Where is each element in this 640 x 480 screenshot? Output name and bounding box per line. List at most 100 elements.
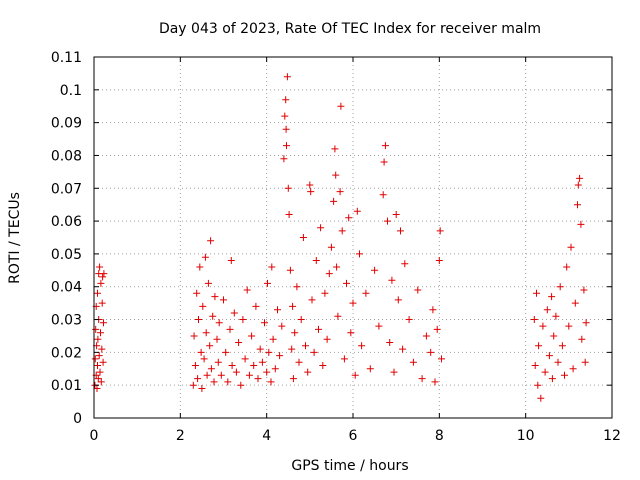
- data-point: [213, 335, 221, 343]
- data-point: [307, 188, 315, 196]
- data-point: [264, 279, 271, 287]
- data-point: [283, 73, 291, 81]
- data-point: [397, 227, 404, 235]
- data-point: [95, 352, 103, 360]
- data-point: [306, 181, 314, 189]
- data-point: [340, 355, 348, 363]
- data-point: [571, 299, 579, 307]
- data-point: [282, 96, 290, 104]
- data-point: [241, 355, 249, 363]
- y-tick-label: 0.08: [51, 148, 82, 164]
- data-point: [276, 352, 284, 360]
- data-point: [325, 270, 333, 278]
- data-point: [574, 201, 581, 209]
- data-point: [323, 335, 331, 343]
- data-point: [94, 335, 102, 343]
- data-point: [548, 375, 556, 383]
- x-tick-label: 2: [176, 428, 185, 444]
- data-points: [91, 73, 590, 402]
- data-point: [94, 362, 101, 369]
- data-point: [533, 289, 540, 297]
- data-point: [201, 253, 209, 261]
- data-point: [239, 316, 247, 323]
- data-point: [297, 316, 305, 323]
- data-point: [299, 234, 307, 241]
- data-point: [97, 279, 105, 287]
- data-point: [263, 368, 271, 376]
- data-point: [409, 358, 417, 366]
- data-point: [217, 371, 225, 379]
- data-point: [581, 358, 589, 366]
- y-tick-label: 0.05: [51, 247, 82, 263]
- data-point: [545, 352, 553, 360]
- data-point: [274, 306, 281, 314]
- y-tick-label: 0.07: [51, 181, 82, 197]
- data-point: [429, 306, 437, 314]
- x-tick-label: 6: [349, 428, 358, 444]
- data-point: [332, 171, 340, 179]
- y-tick-label: 0.03: [51, 313, 82, 329]
- data-point: [92, 325, 100, 333]
- data-point: [422, 332, 430, 340]
- data-point: [283, 142, 290, 150]
- grid-lines: [94, 57, 612, 418]
- data-point: [561, 371, 568, 379]
- data-point: [193, 289, 201, 297]
- data-point: [271, 365, 279, 373]
- data-point: [282, 125, 290, 133]
- data-point: [554, 358, 562, 366]
- data-point: [353, 207, 361, 215]
- data-point: [548, 293, 556, 301]
- data-point: [558, 342, 566, 350]
- data-point: [569, 365, 577, 373]
- data-point: [214, 358, 222, 366]
- data-point: [539, 322, 547, 330]
- y-tick-label: 0.01: [51, 378, 82, 394]
- data-point: [209, 312, 217, 320]
- data-point: [248, 332, 256, 340]
- data-point: [243, 286, 251, 294]
- data-point: [331, 145, 339, 153]
- data-point: [358, 342, 366, 350]
- data-point: [304, 368, 312, 376]
- data-point: [405, 316, 413, 323]
- data-point: [289, 375, 297, 383]
- data-point: [100, 319, 107, 327]
- chart-title: Day 043 of 2023, Rate Of TEC Index for r…: [159, 21, 541, 37]
- data-point: [427, 348, 435, 356]
- data-point: [431, 378, 439, 386]
- data-point: [250, 362, 258, 369]
- data-point: [312, 257, 320, 264]
- data-point: [98, 299, 106, 307]
- x-tick-labels: 0 2 4 6 8 10 12: [90, 428, 621, 444]
- data-point: [227, 257, 235, 264]
- data-point: [190, 332, 198, 340]
- data-point: [433, 325, 441, 333]
- data-point: [578, 335, 586, 343]
- data-point: [563, 263, 571, 271]
- data-point: [394, 296, 402, 304]
- data-point: [291, 329, 299, 337]
- data-point: [399, 345, 407, 353]
- data-point: [327, 243, 335, 251]
- data-point: [386, 339, 394, 346]
- data-point: [530, 316, 538, 323]
- data-point: [537, 394, 545, 402]
- data-point: [93, 385, 101, 392]
- data-point: [330, 197, 338, 205]
- data-point: [317, 224, 325, 232]
- data-point: [97, 378, 105, 386]
- data-point: [278, 322, 286, 330]
- data-point: [577, 220, 585, 228]
- data-point: [574, 181, 582, 189]
- data-point: [200, 355, 208, 363]
- data-point: [333, 263, 341, 271]
- data-point: [347, 329, 355, 337]
- data-point: [195, 316, 202, 323]
- data-point: [99, 358, 107, 366]
- data-point: [576, 174, 584, 182]
- data-point: [351, 371, 359, 379]
- y-tick-label: 0.1: [60, 83, 82, 99]
- data-point: [349, 299, 357, 307]
